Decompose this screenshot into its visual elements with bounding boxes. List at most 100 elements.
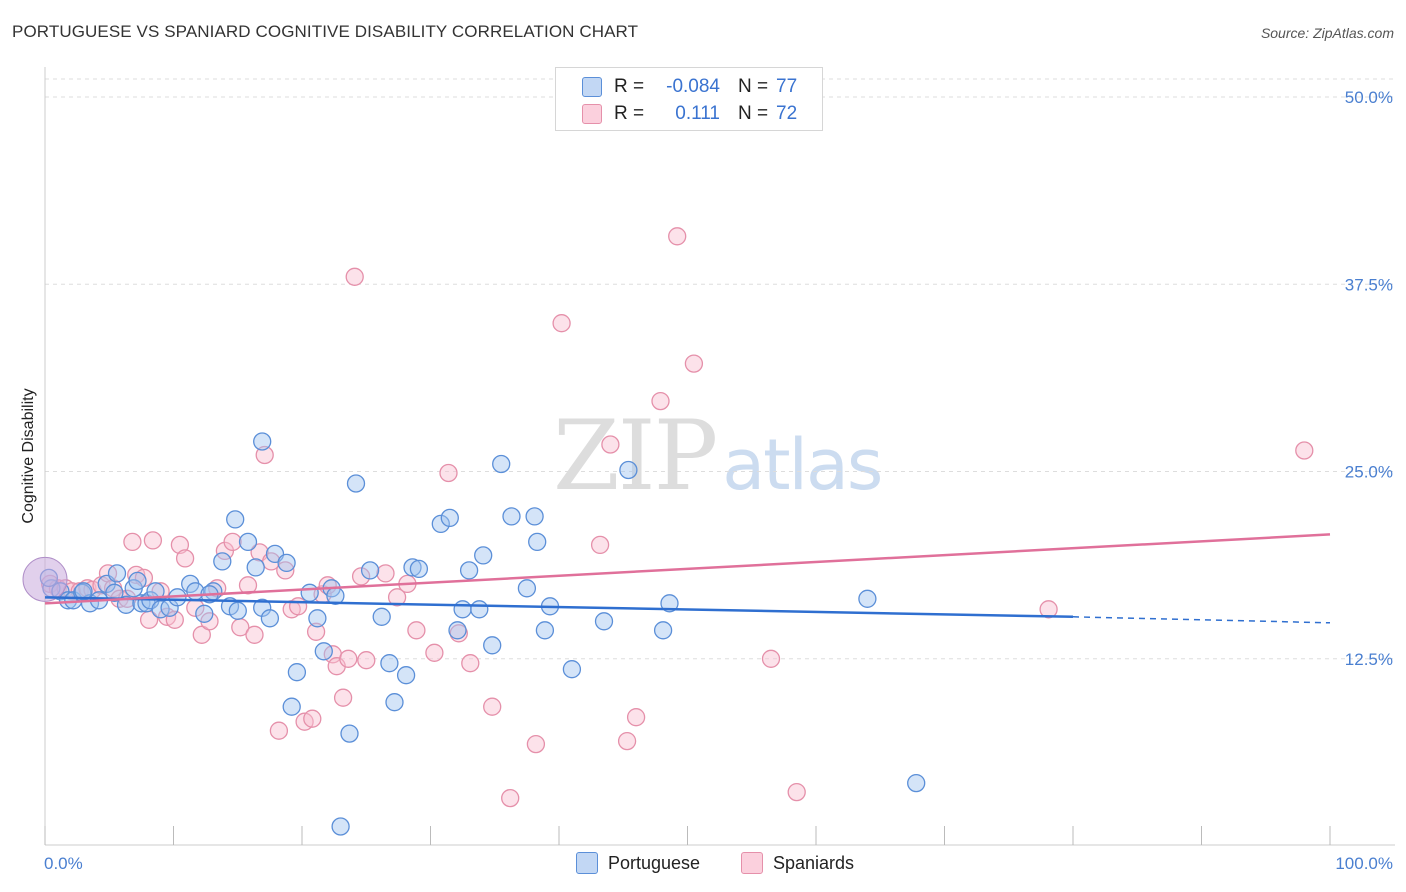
spaniard-point xyxy=(276,561,295,580)
legend-n-value: 77 xyxy=(776,76,798,97)
legend-swatch-portuguese xyxy=(582,77,602,97)
spaniard-point xyxy=(439,463,458,483)
portuguese-point xyxy=(431,514,450,534)
portuguese-point xyxy=(228,601,247,620)
portuguese-point xyxy=(525,507,544,526)
portuguese-point xyxy=(107,564,127,583)
spaniard-point xyxy=(255,445,274,465)
spaniard-point xyxy=(170,535,190,555)
portuguese-point xyxy=(105,583,124,602)
y-tick-label: 37.5% xyxy=(1345,275,1393,294)
tick-labels: 12.5% 25.0% 37.5% 50.0% 0.0% 100.0% xyxy=(44,88,1393,873)
portuguese-point xyxy=(396,666,416,685)
portuguese-point xyxy=(470,600,489,619)
portuguese-point xyxy=(195,604,214,623)
spaniard-point xyxy=(269,721,289,740)
portuguese-point xyxy=(308,609,327,628)
watermark-atlas: atlas xyxy=(722,424,883,506)
trend-lines xyxy=(44,533,1331,624)
spaniard-point xyxy=(407,621,426,640)
portuguese-point xyxy=(346,474,366,493)
portuguese-point xyxy=(340,724,359,743)
spaniard-point xyxy=(223,532,242,552)
portuguese-point xyxy=(253,432,272,451)
portuguese-point xyxy=(74,582,93,601)
watermark-zip: ZIP xyxy=(553,400,718,512)
spaniard-point xyxy=(761,649,781,668)
portuguese-point xyxy=(453,600,472,619)
spaniard-point xyxy=(684,354,704,373)
spaniard-point xyxy=(288,597,308,616)
portuguese-point xyxy=(528,532,547,552)
y-tick-label: 25.0% xyxy=(1345,463,1393,482)
spaniard-trend-line xyxy=(44,533,1331,605)
legend-r-label: R = xyxy=(614,76,645,97)
spaniard-point xyxy=(351,567,371,586)
bottom-legend-spaniards: Spaniards xyxy=(741,852,854,874)
correlation-legend: R = -0.084 N = 77 R = 0.111 N = 72 xyxy=(555,67,823,131)
grid xyxy=(45,78,1395,660)
portuguese-point xyxy=(459,561,479,580)
portuguese-point xyxy=(517,579,537,598)
portuguese-point xyxy=(287,663,307,682)
portuguese-point xyxy=(380,654,399,673)
portuguese-point xyxy=(483,636,502,655)
spaniard-point xyxy=(461,654,480,673)
chart-title: PORTUGUESE VS SPANIARD COGNITIVE DISABIL… xyxy=(12,22,639,41)
portuguese-point xyxy=(619,460,638,480)
portuguese-point xyxy=(409,559,429,579)
portuguese-trend-extension xyxy=(1072,616,1331,624)
spaniard-point xyxy=(165,610,184,629)
portuguese-point xyxy=(277,553,296,573)
legend-n-value: 72 xyxy=(776,103,798,124)
portuguese-point xyxy=(260,609,280,628)
portuguese-point xyxy=(474,546,493,565)
spaniard-point xyxy=(143,531,163,550)
bottom-legend-portuguese: Portuguese xyxy=(576,852,700,874)
spaniard-point xyxy=(1039,600,1058,619)
portuguese-point xyxy=(440,508,459,528)
legend-swatch-spaniards xyxy=(582,104,602,124)
portuguese-point xyxy=(385,693,404,712)
spaniard-point xyxy=(1295,441,1314,460)
y-tick-label: 12.5% xyxy=(1345,650,1393,669)
portuguese-point xyxy=(502,507,521,526)
spaniard-point xyxy=(483,697,502,716)
bottom-legend-label-spaniards: Spaniards xyxy=(773,852,855,873)
legend-row-spaniards: R = 0.111 N = 72 xyxy=(582,103,797,125)
portuguese-point xyxy=(653,621,673,640)
portuguese-point xyxy=(403,558,422,577)
spaniard-point xyxy=(376,564,395,583)
spaniard-point xyxy=(787,782,806,802)
spaniard-point xyxy=(303,709,322,728)
portuguese-point xyxy=(858,589,877,608)
x-tick-label: 0.0% xyxy=(44,854,83,873)
spaniard-point xyxy=(668,227,687,246)
x-tick-label: 100.0% xyxy=(1335,854,1393,873)
portuguese-point xyxy=(246,558,265,577)
spaniard-point xyxy=(425,643,444,662)
spaniard-point xyxy=(357,651,376,670)
portuguese-point xyxy=(594,612,614,631)
portuguese-point xyxy=(213,552,232,571)
bottom-legend-swatch-spaniards xyxy=(741,852,763,874)
spaniard-point xyxy=(387,588,407,607)
portuguese-point xyxy=(535,621,555,640)
spaniard-point xyxy=(175,549,195,568)
chart-source: Source: ZipAtlas.com xyxy=(1260,25,1394,41)
portuguese-point xyxy=(660,594,679,613)
legend-r-value: 0.111 xyxy=(675,103,720,124)
axes xyxy=(44,67,1395,846)
portuguese-point xyxy=(116,595,136,614)
data-points xyxy=(22,227,1314,836)
spaniard-point xyxy=(245,625,264,644)
portuguese-point xyxy=(331,817,350,836)
portuguese-point xyxy=(907,773,926,793)
spaniard-cluster-point xyxy=(22,556,68,602)
spaniard-point xyxy=(238,576,258,595)
legend-r-value: -0.084 xyxy=(666,76,720,97)
spaniard-point xyxy=(526,734,546,754)
portuguese-point xyxy=(360,561,380,580)
spaniard-point xyxy=(339,649,358,668)
